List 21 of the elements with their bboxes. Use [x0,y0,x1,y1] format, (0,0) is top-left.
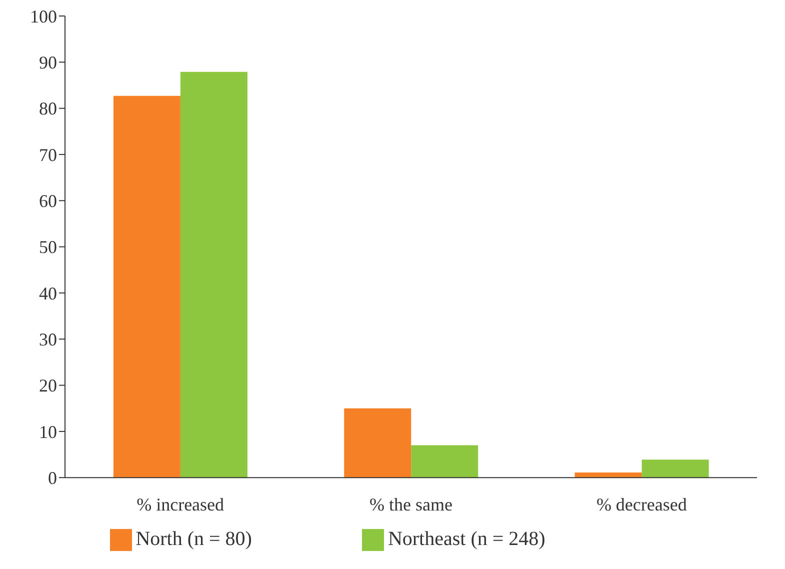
legend-label: North (n = 80) [136,528,252,550]
x-tick-label: % decreased [596,494,687,514]
x-tick-label: % the same [370,494,452,514]
y-tick-label: 30 [39,330,57,350]
y-tick-label: 80 [39,98,57,119]
y-tick-label: 60 [39,191,57,212]
y-tick-label: 70 [39,144,57,165]
x-tick-label: % increased [136,494,224,514]
bar [113,96,180,478]
y-tick-label: 50 [39,237,57,258]
y-tick-label: 40 [39,283,57,304]
y-tick-label: 90 [39,52,57,73]
y-tick-label: 10 [39,422,57,442]
y-tick-label: 100 [30,6,57,26]
legend-label: Northeast (n = 248) [388,528,546,550]
y-tick-label: 0 [48,468,57,488]
bar [411,445,478,478]
y-tick-label: 20 [39,376,57,396]
bar [642,460,709,478]
bar [180,72,248,478]
bar [344,408,412,478]
